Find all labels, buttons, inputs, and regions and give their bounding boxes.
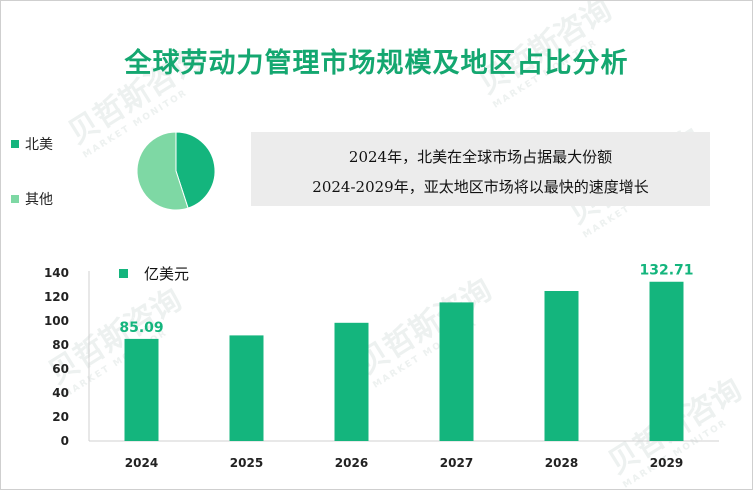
bar xyxy=(439,302,474,441)
x-tick-label: 2024 xyxy=(125,456,158,470)
y-tick-label: 140 xyxy=(44,266,69,280)
pie-legend-other: 其他 xyxy=(11,189,53,209)
legend-swatch xyxy=(119,269,128,278)
y-tick-label: 60 xyxy=(52,362,69,376)
bar xyxy=(229,335,264,441)
y-tick-label: 40 xyxy=(52,386,69,400)
x-tick-label: 2027 xyxy=(440,456,473,470)
pie-slice xyxy=(175,131,216,209)
legend-label: 亿美元 xyxy=(144,265,190,283)
y-tick-label: 20 xyxy=(52,410,69,424)
x-tick-label: 2028 xyxy=(545,456,578,470)
info-box: 2024年，北美在全球市场占据最大份额 2024-2029年，亚太地区市场将以最… xyxy=(251,132,710,206)
pie-legend-north-america: 北美 xyxy=(11,134,53,154)
bar-legend: 亿美元 xyxy=(119,263,189,284)
pie-chart xyxy=(136,131,216,211)
bar xyxy=(544,291,579,441)
y-tick-label: 80 xyxy=(52,338,69,352)
legend-swatch xyxy=(11,140,19,148)
y-tick-label: 100 xyxy=(44,314,69,328)
bar xyxy=(334,322,369,441)
legend-label: 北美 xyxy=(25,137,53,153)
y-tick-label: 0 xyxy=(61,434,69,448)
x-tick-label: 2029 xyxy=(650,456,683,470)
info-line-1: 2024年，北美在全球市场占据最大份额 xyxy=(348,148,613,166)
chart-title: 全球劳动力管理市场规模及地区占比分析 xyxy=(124,48,629,79)
legend-label: 其他 xyxy=(25,192,53,208)
data-label: 132.71 xyxy=(639,263,693,279)
data-label: 85.09 xyxy=(119,320,163,336)
info-line-2: 2024-2029年，亚太地区市场将以最快的速度增长 xyxy=(312,178,649,196)
pie-slice xyxy=(136,131,189,211)
x-tick-label: 2026 xyxy=(335,456,368,470)
x-tick-label: 2025 xyxy=(230,456,263,470)
y-tick-label: 120 xyxy=(44,290,69,304)
legend-swatch xyxy=(11,195,19,203)
bar xyxy=(649,281,684,441)
bar xyxy=(124,338,159,441)
